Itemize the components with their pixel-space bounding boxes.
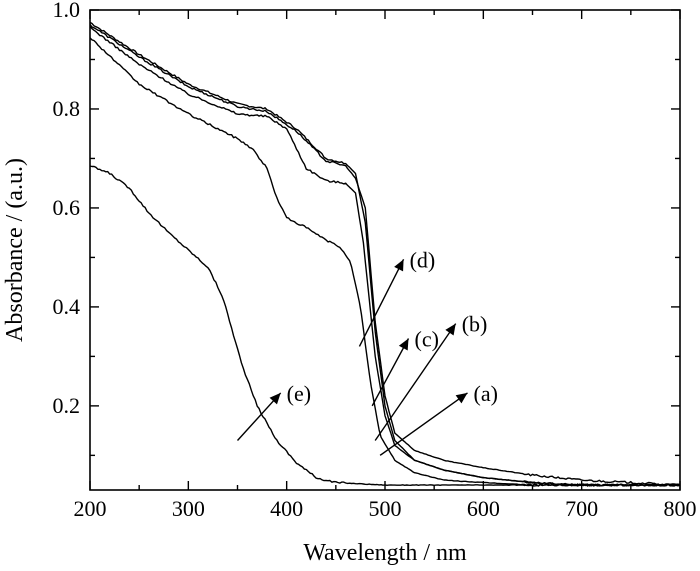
y-tick-label: 1.0: [53, 0, 81, 22]
annotation-arrow-b: [374, 323, 457, 441]
series-line-d: [89, 37, 681, 487]
annotation-arrow-c: [371, 338, 410, 407]
annotation-arrowhead-c: [398, 338, 409, 351]
x-tick-label: 700: [565, 496, 598, 521]
axis-ticks: 200 300 400 500 600 700 800 0.2 0.4 0.6 0.8 1.0: [53, 0, 697, 521]
series-line-b: [89, 23, 681, 487]
x-tick-label: 400: [270, 496, 303, 521]
annotation-arrowhead-d: [394, 259, 404, 272]
y-tick-label: 0.4: [53, 294, 81, 319]
x-tick-label: 500: [369, 496, 402, 521]
annotation-arrow-a: [379, 392, 468, 456]
series-line-c: [89, 26, 681, 487]
annotation-a: (a): [474, 381, 498, 406]
plot-frame: [89, 9, 681, 491]
series-annotations: (a) (b) (c) (d) (e): [236, 247, 498, 456]
x-tick-label: 300: [172, 496, 205, 521]
y-tick-label: 0.8: [53, 96, 81, 121]
series-line-e: [89, 165, 681, 487]
x-tick-label: 200: [74, 496, 107, 521]
x-tick-label: 600: [467, 496, 500, 521]
annotation-d: (d): [410, 247, 436, 272]
annotation-arrowhead-a: [455, 392, 468, 404]
annotation-arrow-d: [358, 259, 405, 347]
x-axis-label: Wavelength / nm: [303, 540, 467, 566]
y-axis-label: Absorbance / (a.u.): [2, 158, 28, 342]
x-tick-label: 800: [664, 496, 697, 521]
y-tick-label: 0.2: [53, 393, 81, 418]
series-lines: [89, 21, 681, 487]
annotation-arrowhead-e: [269, 392, 281, 405]
annotation-e: (e): [287, 381, 311, 406]
y-tick-label: 0.6: [53, 195, 81, 220]
annotation-b: (b): [462, 312, 488, 337]
annotation-arrowhead-b: [445, 323, 456, 336]
annotation-c: (c): [415, 326, 439, 351]
